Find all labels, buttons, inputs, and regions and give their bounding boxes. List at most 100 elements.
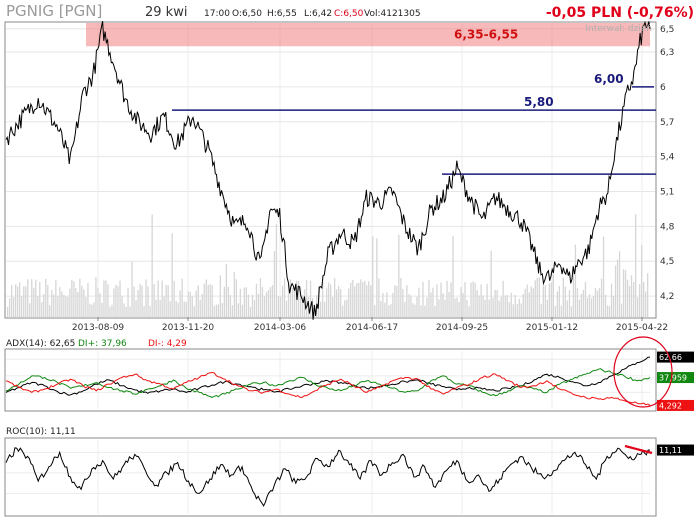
volume-bar (293, 290, 296, 317)
indicator-series-line (5, 447, 651, 507)
volume-bar (247, 294, 250, 317)
volume-bar (460, 287, 462, 317)
indicator-series-line (5, 356, 651, 396)
volume-bar (77, 291, 79, 317)
volume-bar (211, 285, 213, 317)
volume-bar (151, 214, 153, 317)
volume-bar (570, 306, 573, 317)
volume-bar (41, 302, 43, 317)
volume-bar (237, 303, 239, 317)
volume-bar (334, 278, 336, 317)
volume-bar (221, 303, 223, 317)
volume-bar (430, 292, 432, 317)
open-label: O:6,50 (232, 9, 262, 19)
price-y-tick-label: 5,4 (660, 153, 675, 163)
volume-bar (616, 259, 619, 317)
volume-bar (624, 270, 627, 317)
price-annotations: 6,35-6,55 6,00 5,80 (86, 23, 656, 175)
price-x-axis: 2013-08-09 2013-11-20 2014-03-06 2014-06-17… (72, 317, 668, 333)
indicator-series-line (5, 371, 651, 406)
volume-bar (45, 278, 47, 317)
low-label: L:6,42 (304, 9, 332, 19)
volume-bar (380, 301, 382, 317)
price-y-tick-label: 4,8 (660, 222, 675, 232)
volume-bar (534, 280, 536, 317)
price-x-tick-label: 2013-11-20 (162, 323, 215, 333)
indicator-value-marker-label: 4,292 (659, 401, 682, 410)
volume-bar (622, 269, 625, 317)
volume-bar (113, 288, 115, 317)
volume-bar (386, 292, 388, 317)
volume-bar (500, 297, 502, 317)
volume-bar (394, 285, 396, 317)
price-x-tick-label: 2014-09-25 (436, 323, 488, 333)
volume-bar (418, 287, 420, 317)
indicator-value-marker (657, 399, 694, 411)
volume-bar (602, 236, 605, 317)
price-grid (6, 23, 655, 317)
volume-bar (645, 291, 647, 317)
volume-bar (388, 305, 390, 317)
volume-bar (536, 278, 538, 317)
volume-bar (291, 287, 294, 317)
volume-bar (584, 281, 587, 317)
volume-bar (185, 302, 187, 317)
price-y-tick-label: 4,5 (660, 257, 674, 267)
volume-bar (207, 284, 209, 317)
volume-bar (203, 283, 205, 317)
volume-bar (362, 282, 364, 317)
volume-bar (530, 286, 532, 317)
volume-bar (434, 306, 436, 317)
di-minus-title: DI-: 4,29 (148, 339, 187, 349)
volume-bar (548, 283, 550, 317)
volume-bar (195, 290, 197, 317)
volume-bar (444, 299, 446, 317)
price-x-tick-label: 2015-04-22 (616, 323, 668, 333)
volume-bar (31, 279, 33, 317)
volume-bar (600, 278, 603, 317)
volume-bar (193, 306, 195, 317)
volume-bar (522, 293, 524, 317)
volume-bar (251, 294, 254, 317)
volume-bar (450, 282, 452, 317)
volume-bar (400, 278, 402, 317)
volume-bar (11, 285, 13, 317)
price-series-line (5, 20, 651, 320)
volume-bar (219, 275, 221, 317)
volume-bar (9, 298, 11, 317)
volume-bar (179, 290, 181, 317)
volume-bar (279, 296, 282, 317)
volume-bar (197, 285, 199, 317)
volume-bar (109, 306, 111, 317)
volume-bar (610, 283, 613, 317)
volume-bar (23, 286, 25, 317)
adx-panel-frame (4, 348, 657, 412)
volume-bar (145, 279, 147, 317)
volume-bar (338, 285, 340, 317)
volume-bar (217, 304, 219, 317)
volume-bar (183, 301, 185, 317)
volume-bar (474, 282, 476, 317)
volume-bar (502, 280, 504, 317)
volume-bar (360, 279, 362, 317)
volume-bar (452, 235, 454, 317)
volume-bar (637, 297, 639, 317)
volume-bar (177, 302, 179, 317)
volume-bar (504, 295, 506, 317)
volume-bar (322, 278, 324, 317)
volume-bar (336, 289, 338, 317)
volume-bar (175, 301, 177, 317)
volume-bar (271, 285, 274, 317)
volume-bar (89, 303, 91, 317)
volume-bar (269, 287, 272, 317)
price-x-tick-label: 2014-03-06 (254, 323, 307, 333)
volume-bar (472, 281, 474, 317)
volume-bar (259, 278, 262, 317)
volume-bar (480, 284, 482, 317)
indicator-value-marker (657, 444, 694, 456)
volume-bar (91, 304, 93, 317)
volume-bar (99, 293, 101, 317)
resistance-band (86, 23, 650, 47)
volume-bar (123, 303, 125, 317)
volume-bar (79, 278, 81, 317)
